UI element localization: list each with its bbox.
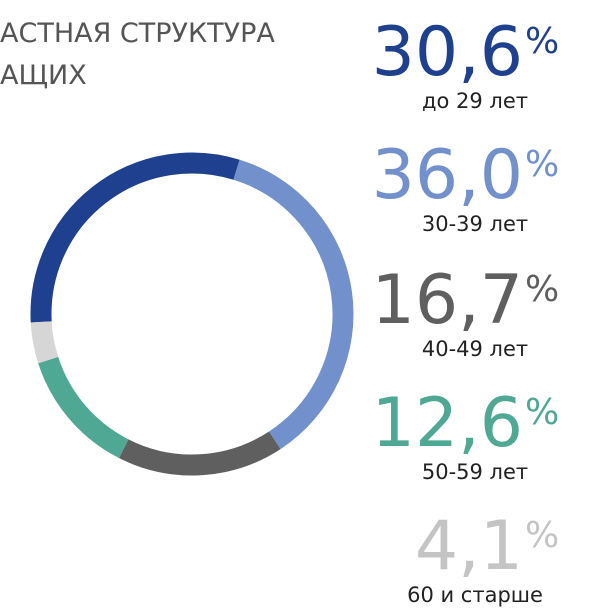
value-label: 16,7 [372, 261, 523, 340]
value-unit: % [525, 392, 559, 433]
category-label: 60 и старше [407, 583, 543, 607]
chart-title: АСТНАЯ СТРУКТУРА [0, 18, 275, 49]
value-unit: % [525, 144, 559, 185]
value-unit: % [525, 269, 559, 310]
value-label: 36,0 [372, 136, 523, 215]
value-label: 12,6 [372, 384, 523, 463]
donut-segment [38, 356, 129, 459]
value-unit: % [525, 21, 559, 62]
category-label: 50-59 лет [422, 460, 528, 484]
value-unit: % [525, 515, 559, 556]
value-label: 4,1 [415, 507, 523, 586]
category-label: 30-39 лет [422, 212, 528, 236]
value-label: 30,6 [372, 13, 523, 92]
donut-segment [30, 321, 59, 364]
category-label: 40-49 лет [422, 337, 528, 361]
chart-title: АЩИХ [0, 60, 87, 91]
donut-segment [30, 152, 240, 323]
category-label: до 29 лет [422, 89, 528, 113]
donut-segment [233, 159, 354, 450]
donut-segment [118, 431, 281, 476]
